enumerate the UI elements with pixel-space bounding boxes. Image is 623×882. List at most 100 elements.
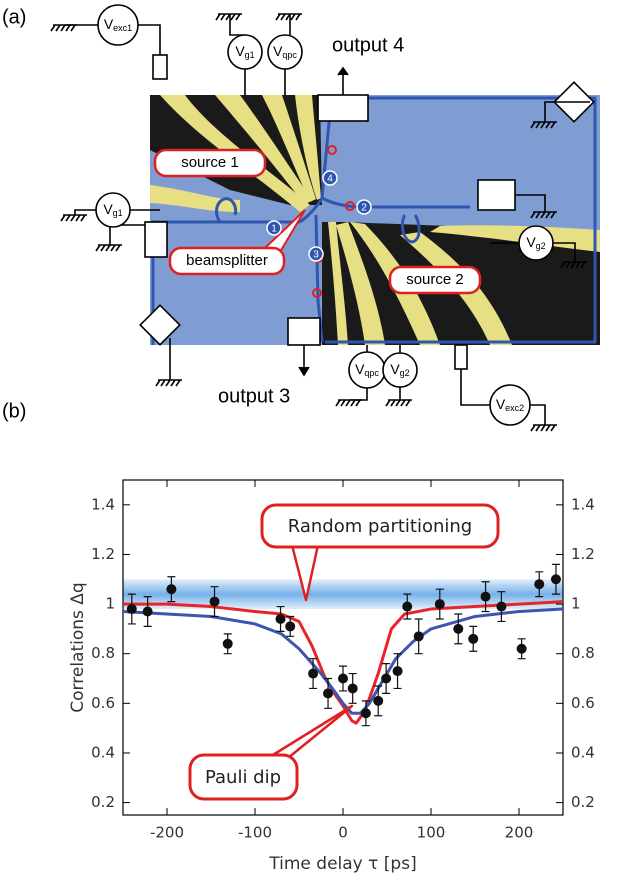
output-label: output 3 [218,385,290,407]
path-marker-label: 2 [361,203,367,214]
y2-tick-label: 1 [571,595,581,613]
data-point [285,621,296,632]
x-tick-label: 100 [417,824,446,842]
voltage-label: Vg2 [390,361,409,379]
voltage-subscript: g1 [113,208,123,218]
voltage-source [382,352,418,388]
ground-symbol [560,261,587,269]
voltage-subscript: g1 [245,50,255,60]
data-point [347,683,358,694]
data-point [308,668,319,679]
panel-label: (a) [2,6,26,28]
data-point [434,599,445,610]
x-tick-label: 200 [505,824,534,842]
data-point [360,708,371,719]
voltage-subscript: g2 [536,241,546,251]
y-tick-label: 0.8 [91,644,115,662]
data-point [550,574,561,585]
output-label: output 4 [332,34,404,56]
y-tick-label: 1.2 [91,545,115,563]
ground-symbol [50,24,77,32]
ground-symbol [60,214,87,222]
data-point [516,643,527,654]
voltage-source [227,34,263,70]
ground-symbol [155,379,182,387]
data-point [480,591,491,602]
voltage-symbol: V [273,43,283,59]
data-point [126,604,137,615]
data-point [534,579,545,590]
data-point [142,606,153,617]
ground-symbol [275,13,302,21]
path-marker [266,220,282,236]
voltage-subscript: exc1 [113,23,132,33]
callout-pointer [290,544,320,602]
voltage-symbol: V [235,43,245,59]
data-point [453,623,464,634]
voltage-label: Vg1 [235,43,254,61]
annotation: Random partitioning [288,516,472,537]
data-point [222,638,233,649]
path-marker-label: 3 [313,250,319,261]
grounds [50,13,587,432]
source-label: source 1 [181,154,239,171]
callout-box [388,265,482,295]
voltage-symbol: V [390,361,400,377]
data-point [166,584,177,595]
annotation: Pauli dip [205,767,281,788]
path-marker [308,246,324,262]
y2-tick-label: 0.4 [571,743,595,761]
path-marker-label: 4 [327,174,333,185]
y2-tick-label: 1.2 [571,545,595,563]
callout-box [260,503,500,549]
voltage-symbol: V [496,396,506,412]
circuit-wires [65,14,595,425]
data-point [323,688,334,699]
ground-symbol [530,121,557,129]
ground-symbol [530,424,557,432]
voltage-subscript: exc2 [505,403,524,413]
fit-curve [122,607,564,715]
voltage-subscript: g2 [400,368,410,378]
voltage-source [518,225,554,261]
source-label: source 2 [406,271,464,288]
callout-pointer [264,209,306,253]
voltage-label: Vexc1 [104,16,132,34]
voltage-symbol: V [104,16,114,32]
y2-tick-label: 1.4 [571,495,595,513]
y-axis-label: Correlations Δq [68,582,88,712]
voltage-source [489,384,531,426]
x-tick-label: -200 [150,824,184,842]
data-point [209,596,220,607]
callout-pointer [267,704,354,760]
ground-symbol [530,211,557,219]
ground-symbol [95,244,122,252]
x-tick-label: 0 [338,824,348,842]
data-point [468,633,479,644]
voltage-label: Vg2 [526,234,545,252]
fit-curve [123,600,564,725]
y-tick-label: 0.4 [91,743,115,761]
path-marker [356,199,372,215]
chart: (b) 0.2 0.4 0.6 0.8 1 1.2 1.4 0.2 0.4 0.6 0.8 1 1.2 1… [2,400,595,874]
data-point [338,673,348,684]
voltage-symbol: V [103,201,113,217]
data-point [275,613,286,624]
panel-a-labels: (a) output 4 output 3 source 1 source 2 … [2,4,554,426]
callout-box [168,246,286,276]
x-axis-label: Time delay τ [ps] [268,854,416,874]
y2-tick-label: 0.2 [571,793,595,811]
ground-symbol [335,399,362,407]
voltage-source [95,192,131,228]
voltage-subscript: qpc [364,368,379,378]
y-tick-label: 0.6 [91,694,115,712]
voltage-source [97,4,139,46]
x-tick-label: -100 [238,824,272,842]
callout-box [153,148,267,178]
voltage-label: Vg1 [103,201,122,219]
y-tick-label: 0.2 [91,793,115,811]
data-point [496,601,507,612]
beamsplitter-label: beamsplitter [186,252,268,269]
callout-box [188,753,299,801]
